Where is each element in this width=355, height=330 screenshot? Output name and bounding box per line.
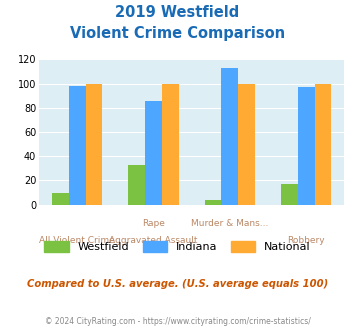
Bar <box>315 83 331 205</box>
Text: Aggravated Assault: Aggravated Assault <box>109 236 198 245</box>
Text: Robbery: Robbery <box>288 236 325 245</box>
Bar <box>222 68 238 205</box>
Bar <box>52 192 69 205</box>
Text: Rape: Rape <box>142 219 165 228</box>
Bar <box>162 83 179 205</box>
Bar <box>69 86 86 205</box>
Bar <box>298 87 315 205</box>
Text: All Violent Crime: All Violent Crime <box>39 236 115 245</box>
Bar <box>238 83 255 205</box>
Bar <box>86 83 102 205</box>
Text: 2019 Westfield: 2019 Westfield <box>115 5 240 20</box>
Text: Violent Crime Comparison: Violent Crime Comparison <box>70 26 285 41</box>
Bar <box>129 165 145 205</box>
Bar <box>281 184 298 205</box>
Text: Murder & Mans...: Murder & Mans... <box>191 219 268 228</box>
Legend: Westfield, Indiana, National: Westfield, Indiana, National <box>40 237 315 257</box>
Text: Compared to U.S. average. (U.S. average equals 100): Compared to U.S. average. (U.S. average … <box>27 279 328 289</box>
Bar <box>205 200 222 205</box>
Text: © 2024 CityRating.com - https://www.cityrating.com/crime-statistics/: © 2024 CityRating.com - https://www.city… <box>45 317 310 326</box>
Bar <box>145 101 162 205</box>
